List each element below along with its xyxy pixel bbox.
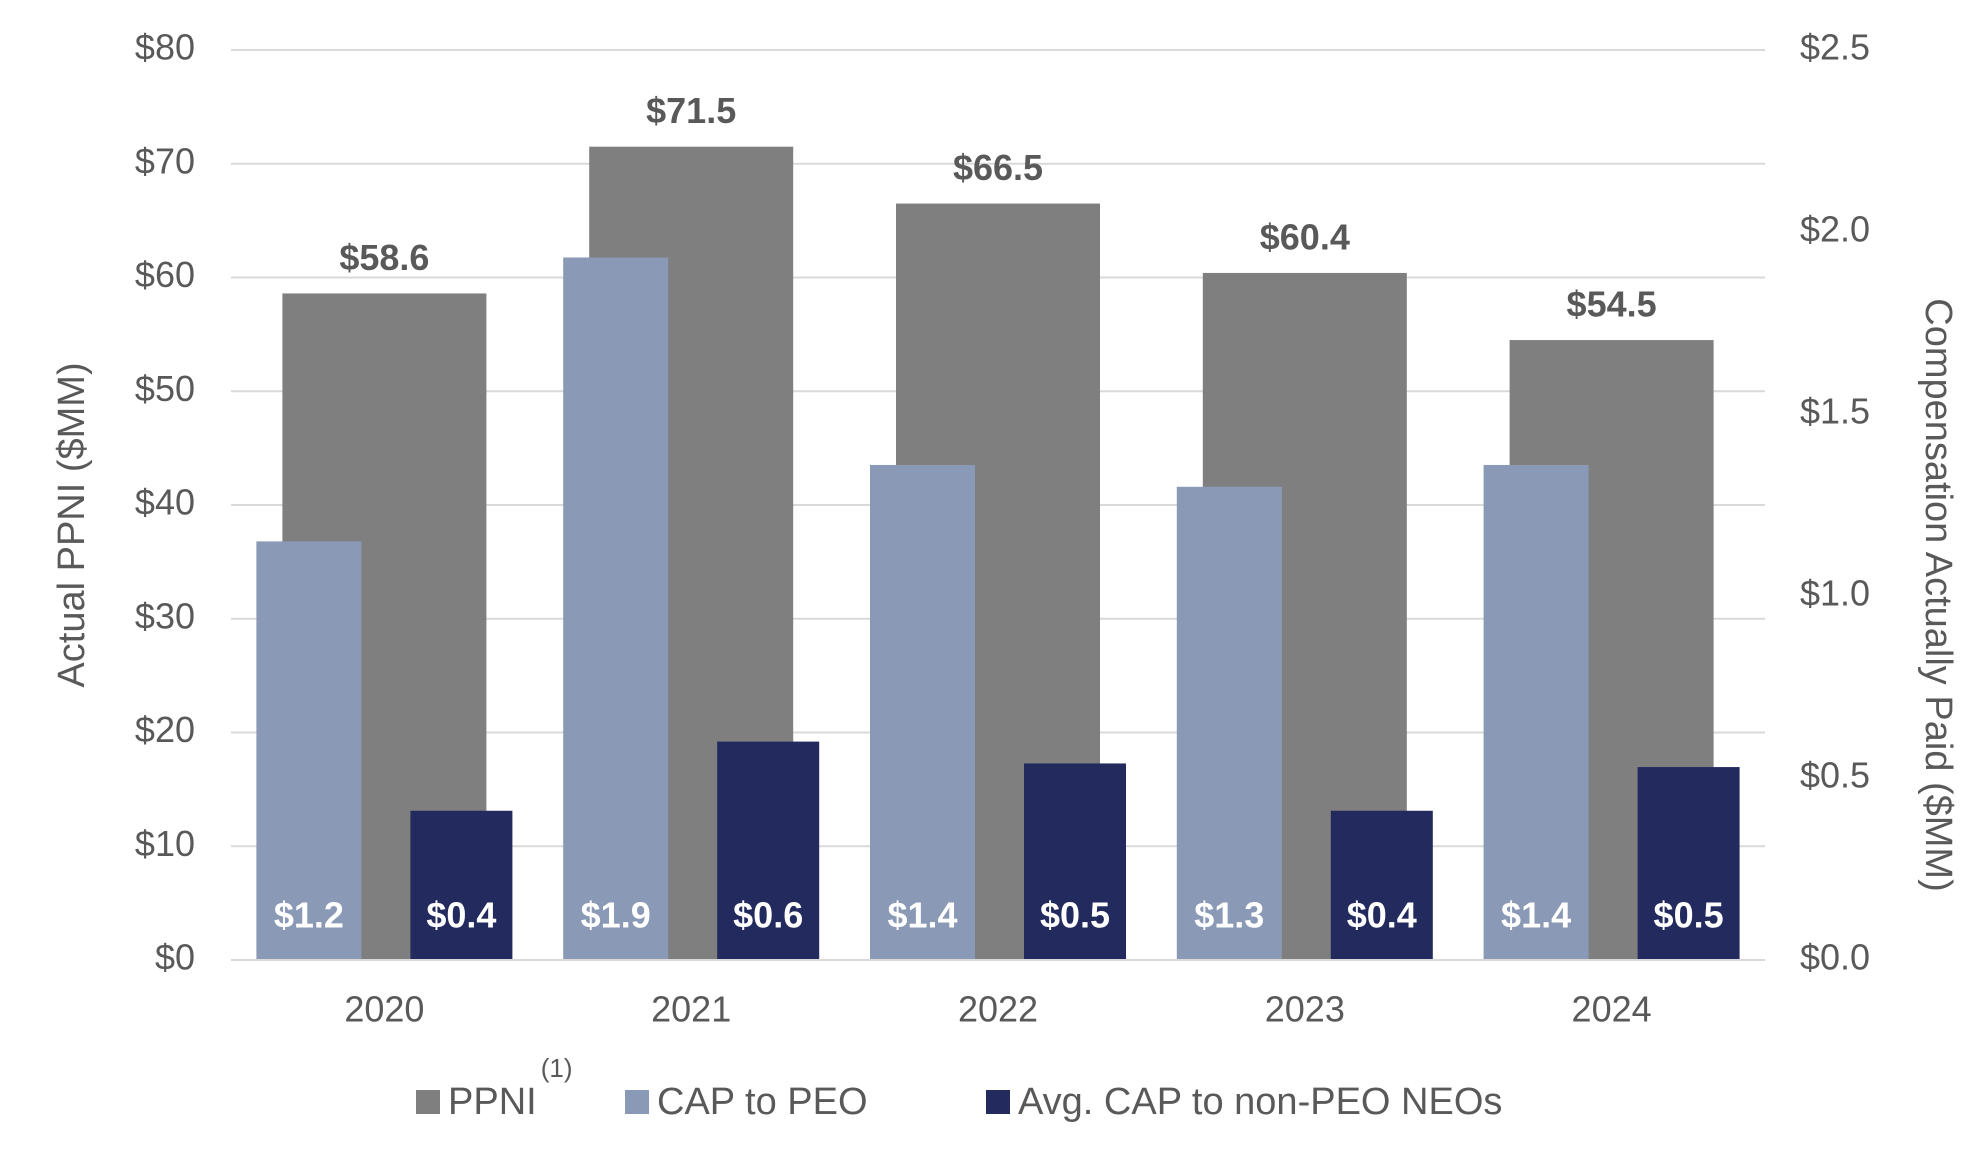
data-label: $1.2 <box>274 895 344 936</box>
y-tick-label: $20 <box>135 709 195 750</box>
y-tick-label: $40 <box>135 482 195 523</box>
y2-tick-label: $1.0 <box>1800 573 1870 614</box>
bar <box>870 464 975 960</box>
data-label: $1.4 <box>887 895 957 936</box>
y-tick-label: $60 <box>135 254 195 295</box>
legend-superscript: (1) <box>541 1053 573 1083</box>
data-label: $58.6 <box>339 237 429 278</box>
legend-swatch <box>625 1090 649 1114</box>
data-label: $1.3 <box>1194 895 1264 936</box>
data-label: $0.6 <box>733 895 803 936</box>
bar <box>1024 763 1126 960</box>
data-label: $0.5 <box>1654 895 1724 936</box>
y-tick-label: $80 <box>135 27 195 68</box>
y-tick-label: $70 <box>135 140 195 181</box>
y2-axis-title: Compensation Actually Paid ($MM) <box>1917 298 1959 891</box>
bar <box>1330 810 1433 960</box>
y-tick-label: $0 <box>155 937 195 978</box>
bar <box>410 810 513 960</box>
y2-tick-label: $1.5 <box>1800 391 1870 432</box>
data-label: $1.9 <box>581 895 651 936</box>
legend-label: PPNI <box>448 1081 537 1123</box>
x-tick-label: 2024 <box>1572 989 1652 1030</box>
bar <box>1483 464 1589 960</box>
y-tick-label: $50 <box>135 368 195 409</box>
x-tick-label: 2022 <box>958 989 1038 1030</box>
bar <box>717 741 820 960</box>
y-tick-label: $10 <box>135 823 195 864</box>
x-tick-label: 2021 <box>651 989 731 1030</box>
bar <box>256 541 362 960</box>
data-label: $60.4 <box>1260 216 1350 257</box>
data-label: $1.4 <box>1501 895 1571 936</box>
x-tick-label: 2020 <box>344 989 424 1030</box>
y-tick-label: $30 <box>135 595 195 636</box>
data-label: $54.5 <box>1567 284 1657 325</box>
bar <box>563 257 669 961</box>
legend-swatch <box>986 1090 1010 1114</box>
data-label: $0.4 <box>1347 895 1417 936</box>
bar <box>1176 486 1282 960</box>
y2-tick-label: $2.0 <box>1800 209 1870 250</box>
data-label: $0.5 <box>1040 895 1110 936</box>
y2-tick-label: $2.5 <box>1800 27 1870 68</box>
legend-swatch <box>416 1090 440 1114</box>
bar <box>1637 767 1740 960</box>
y-axis-title: Actual PPNI ($MM) <box>51 362 93 687</box>
data-label: $71.5 <box>646 90 736 131</box>
data-label: $0.4 <box>426 895 496 936</box>
data-label: $66.5 <box>953 147 1043 188</box>
legend-label: CAP to PEO <box>657 1081 868 1123</box>
x-tick-label: 2023 <box>1265 989 1345 1030</box>
legend-label: Avg. CAP to non-PEO NEOs <box>1018 1081 1502 1123</box>
y2-tick-label: $0.5 <box>1800 755 1870 796</box>
y2-tick-label: $0.0 <box>1800 937 1870 978</box>
